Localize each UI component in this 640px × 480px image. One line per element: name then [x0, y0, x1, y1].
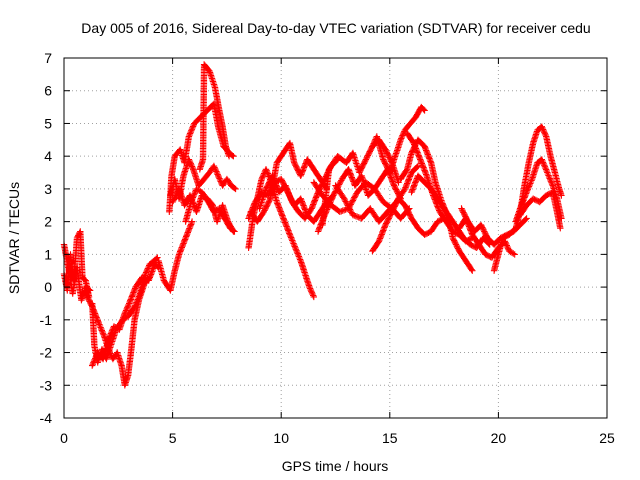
x-tick-label: 5: [169, 430, 177, 446]
y-tick-label: 1: [44, 246, 52, 262]
chart-title: Day 005 of 2016, Sidereal Day-to-day VTE…: [81, 20, 590, 36]
x-tick-label: 20: [491, 430, 507, 446]
x-tick-label: 15: [382, 430, 398, 446]
data-track-9: [196, 61, 233, 173]
y-tick-label: -2: [40, 345, 53, 361]
x-tick-label: 0: [60, 430, 68, 446]
y-tick-label: -3: [40, 377, 53, 393]
y-tick-label: 3: [44, 181, 52, 197]
data-track-7: [167, 156, 239, 202]
x-tick-label: 10: [273, 430, 289, 446]
data-series: [60, 61, 565, 389]
data-track-10: [182, 185, 238, 235]
data-track-13: [247, 139, 330, 225]
x-axis-label: GPS time / hours: [282, 458, 389, 474]
y-tick-label: 2: [44, 214, 52, 230]
data-track-28: [516, 189, 564, 232]
y-tick-label: 5: [44, 115, 52, 131]
y-axis-label: SDTVAR / TECUs: [6, 182, 22, 294]
y-tick-label: 4: [44, 148, 52, 164]
x-tick-label: 25: [599, 430, 615, 446]
data-track-20: [369, 103, 428, 176]
y-tick-label: -1: [40, 312, 53, 328]
plot-frame: [63, 57, 608, 419]
data-track-23: [404, 130, 476, 245]
data-track-4: [82, 261, 162, 389]
y-tick-label: -4: [40, 410, 53, 426]
axis-ticks: [63, 57, 608, 419]
y-tick-label: 0: [44, 279, 52, 295]
y-tick-label: 7: [44, 50, 52, 66]
data-track-5: [155, 218, 196, 294]
tick-labels: 0 5 10 15 20 25 -4 -3 -2 -1 0 1 2 3 4 5 6 7: [40, 50, 615, 446]
y-tick-label: 6: [44, 83, 52, 99]
data-track-19: [369, 195, 448, 255]
